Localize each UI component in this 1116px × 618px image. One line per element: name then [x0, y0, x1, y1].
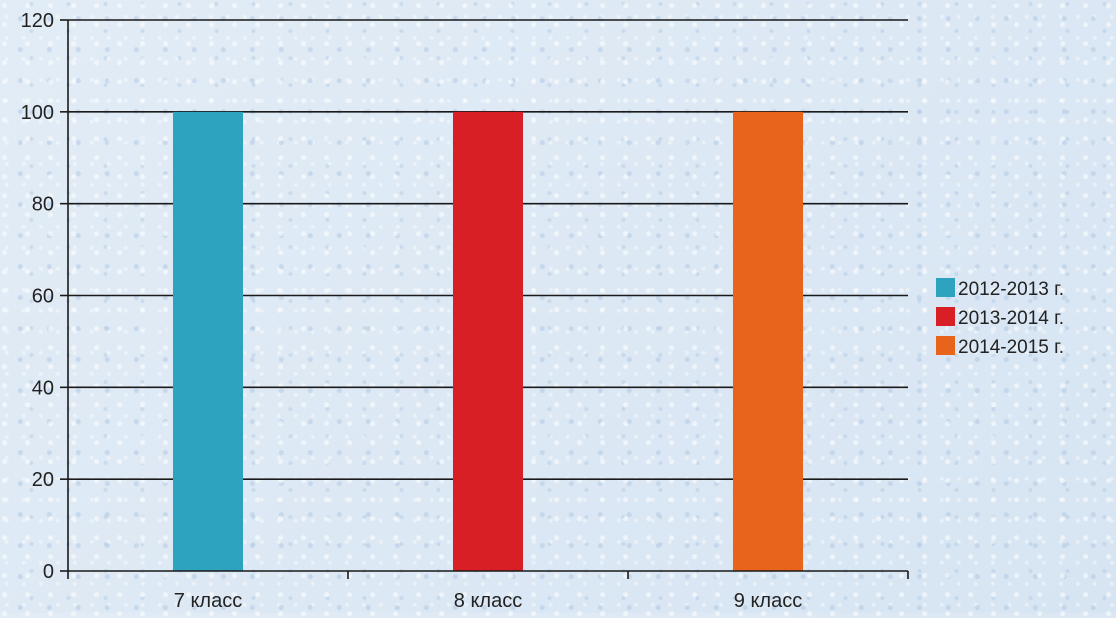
bar-1 — [173, 111, 243, 571]
y-tick-label: 120 — [21, 10, 54, 32]
legend-swatch — [936, 278, 955, 297]
y-tick-label: 20 — [32, 469, 54, 491]
x-category-label: 9 класс — [734, 590, 802, 612]
bar-3 — [733, 111, 803, 571]
y-tick-label: 60 — [32, 286, 54, 308]
legend: 2012-2013 г. 2013-2014 г. 2014-2015 г. — [936, 278, 1064, 358]
x-category-label: 7 класс — [174, 590, 242, 612]
axes: 0 20 40 60 80 100 120 7 класс 8 класс 9 класс — [21, 10, 909, 612]
bars — [173, 111, 803, 571]
y-tick-label: 40 — [32, 377, 54, 399]
y-tick-label: 0 — [43, 561, 54, 583]
legend-label: 2014-2015 г. — [958, 337, 1064, 358]
legend-swatch — [936, 307, 955, 326]
y-tick-label: 80 — [32, 194, 54, 216]
x-category-label: 8 класс — [454, 590, 522, 612]
legend-label: 2013-2014 г. — [958, 308, 1064, 329]
y-tick-label: 100 — [21, 102, 54, 124]
legend-swatch — [936, 336, 955, 355]
bar-2 — [453, 111, 523, 571]
legend-label: 2012-2013 г. — [958, 279, 1064, 300]
